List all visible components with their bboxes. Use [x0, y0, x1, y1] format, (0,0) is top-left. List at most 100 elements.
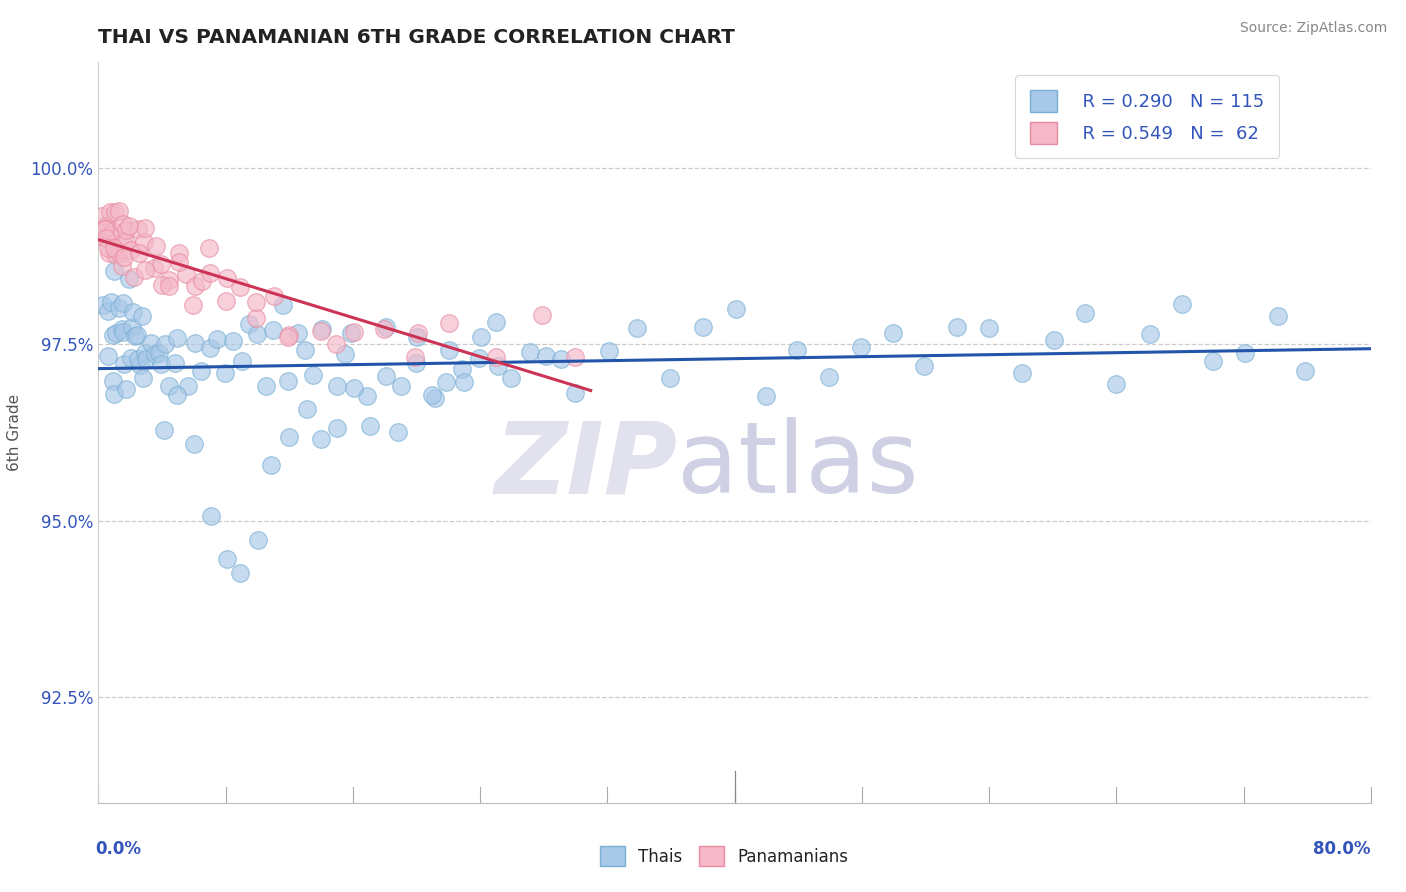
Y-axis label: 6th Grade: 6th Grade: [7, 394, 22, 471]
Point: [103, 386, 125, 401]
Point: [184, 278, 207, 293]
Point: [101, 224, 124, 238]
Point: [309, 325, 332, 339]
Point: [115, 222, 138, 236]
Point: [356, 389, 378, 403]
Point: [882, 326, 904, 340]
Point: [153, 423, 176, 437]
Point: [166, 387, 188, 401]
Point: [190, 364, 212, 378]
Point: [405, 356, 427, 370]
Point: [1073, 306, 1095, 320]
Point: [91, 298, 114, 312]
Point: [277, 327, 299, 342]
Point: [191, 274, 214, 288]
Point: [343, 325, 366, 339]
Point: [163, 356, 186, 370]
Point: [374, 320, 396, 334]
Point: [246, 327, 269, 342]
Point: [484, 351, 506, 365]
Point: [121, 304, 143, 318]
Point: [1201, 354, 1223, 368]
Point: [98, 245, 121, 260]
Text: 80.0%: 80.0%: [1313, 840, 1371, 858]
Point: [564, 350, 586, 364]
Point: [311, 322, 333, 336]
Point: [115, 235, 138, 249]
Point: [125, 328, 148, 343]
Point: [153, 337, 176, 351]
Point: [222, 334, 245, 348]
Point: [1234, 346, 1257, 360]
Point: [229, 566, 252, 581]
Point: [176, 379, 198, 393]
Point: [1171, 297, 1194, 311]
Point: [420, 388, 443, 402]
Point: [150, 257, 173, 271]
Point: [245, 310, 267, 325]
Point: [387, 425, 409, 440]
Point: [659, 371, 682, 385]
Point: [434, 375, 457, 389]
Point: [112, 235, 135, 249]
Point: [97, 241, 120, 255]
Text: Source: ZipAtlas.com: Source: ZipAtlas.com: [1240, 21, 1388, 35]
Point: [217, 270, 239, 285]
Point: [200, 508, 222, 523]
Point: [1011, 367, 1033, 381]
Point: [148, 345, 170, 359]
Point: [373, 321, 395, 335]
Point: [157, 278, 180, 293]
Point: [277, 430, 299, 444]
Point: [229, 280, 252, 294]
Point: [183, 437, 205, 451]
Point: [157, 378, 180, 392]
Point: [128, 246, 150, 260]
Text: atlas: atlas: [678, 417, 920, 515]
Point: [100, 295, 122, 310]
Point: [247, 533, 270, 548]
Point: [406, 330, 429, 344]
Point: [101, 328, 124, 343]
Point: [271, 298, 294, 312]
Text: 0.0%: 0.0%: [96, 840, 142, 858]
Point: [97, 349, 120, 363]
Point: [1105, 377, 1128, 392]
Point: [912, 359, 935, 373]
Point: [326, 421, 349, 435]
Point: [343, 381, 366, 395]
Point: [531, 308, 554, 322]
Point: [157, 273, 180, 287]
Point: [215, 552, 238, 566]
Point: [451, 362, 474, 376]
Point: [470, 329, 492, 343]
Point: [93, 222, 115, 236]
Point: [262, 324, 284, 338]
Point: [245, 295, 267, 310]
Point: [183, 298, 205, 312]
Point: [143, 347, 166, 361]
Point: [198, 341, 221, 355]
Point: [174, 267, 197, 281]
Point: [626, 321, 648, 335]
Point: [534, 349, 557, 363]
Point: [519, 345, 541, 359]
Point: [149, 357, 172, 371]
Text: ZIP: ZIP: [495, 417, 678, 515]
Point: [127, 351, 149, 366]
Point: [91, 230, 114, 244]
Point: [122, 269, 145, 284]
Point: [135, 351, 157, 366]
Point: [110, 322, 132, 336]
Point: [111, 259, 134, 273]
Point: [205, 332, 228, 346]
Point: [389, 378, 412, 392]
Point: [108, 301, 131, 316]
Point: [139, 336, 162, 351]
Point: [105, 326, 128, 340]
Point: [453, 376, 475, 390]
Point: [94, 231, 117, 245]
Point: [103, 241, 125, 255]
Point: [786, 343, 808, 357]
Point: [598, 343, 620, 358]
